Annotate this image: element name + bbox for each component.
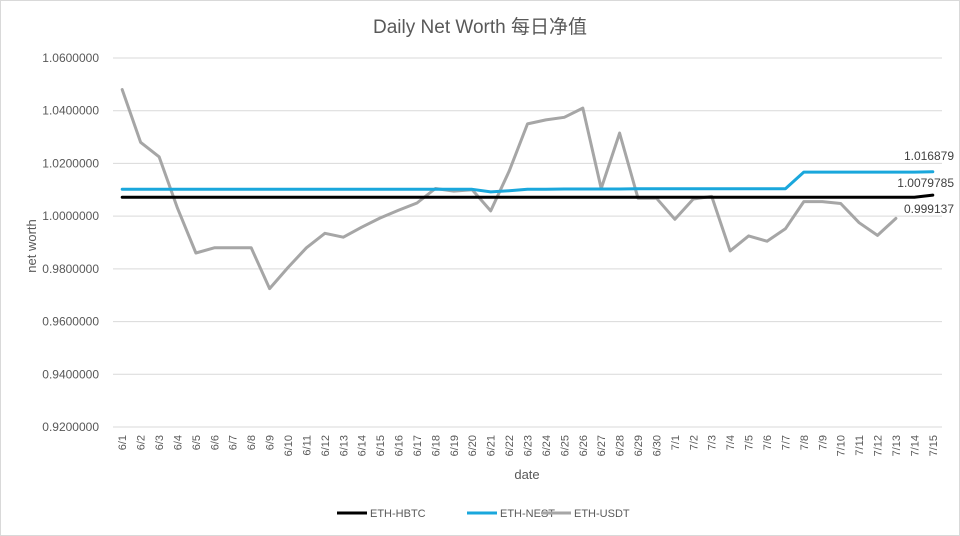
x-tick-label: 6/29 <box>633 435 645 456</box>
legend-label-eth-nest: ETH-NEST <box>500 508 555 520</box>
x-tick-label: 6/27 <box>596 435 608 456</box>
end-label-eth-usdt: 0.999137 <box>904 202 954 216</box>
x-tick-label: 6/15 <box>375 435 387 456</box>
y-tick-label: 1.0000000 <box>42 209 99 223</box>
x-tick-label: 7/13 <box>891 435 903 456</box>
series-lines <box>120 88 935 291</box>
x-tick-label: 7/1 <box>670 435 682 450</box>
x-tick-label: 6/23 <box>523 435 535 456</box>
y-tick-label: 0.9600000 <box>42 315 99 329</box>
x-tick-label: 6/16 <box>394 435 406 456</box>
x-tick-label: 6/4 <box>172 435 184 450</box>
x-axis-ticks: 6/1 6/2 6/3 6/4 6/5 6/6 6/7 6/8 6/9 6/10 6/11 6/12 6… <box>117 435 940 456</box>
x-tick-label: 6/11 <box>301 435 313 456</box>
y-tick-label: 1.0600000 <box>42 51 99 65</box>
x-tick-label: 6/12 <box>320 435 332 456</box>
x-tick-label: 6/17 <box>412 435 424 456</box>
y-tick-label: 1.0400000 <box>42 104 99 118</box>
x-tick-label: 7/14 <box>909 435 921 456</box>
x-tick-label: 6/8 <box>246 435 258 450</box>
x-tick-label: 7/6 <box>762 435 774 450</box>
x-tick-label: 6/30 <box>651 435 663 456</box>
x-tick-label: 6/7 <box>228 435 240 450</box>
x-tick-label: 6/1 <box>117 435 129 450</box>
x-tick-label: 6/25 <box>559 435 571 456</box>
x-tick-label: 6/5 <box>191 435 203 450</box>
x-tick-label: 6/3 <box>154 435 166 450</box>
series-line-eth-hbtc <box>120 193 935 199</box>
x-tick-label: 6/20 <box>467 435 479 456</box>
end-label-eth-nest: 1.016879 <box>904 149 954 163</box>
x-axis-title: date <box>514 467 539 482</box>
x-tick-label: 6/19 <box>449 435 461 456</box>
x-tick-label: 7/5 <box>744 435 756 450</box>
x-tick-label: 7/15 <box>928 435 940 456</box>
x-tick-label: 6/10 <box>283 435 295 456</box>
x-tick-label: 7/4 <box>725 435 737 450</box>
x-tick-label: 6/6 <box>209 435 221 450</box>
x-tick-label: 6/14 <box>357 435 369 456</box>
y-axis-ticks: 0.9200000 0.9400000 0.9600000 0.9800000 1.00… <box>42 51 99 434</box>
end-value-labels: 1.016879 1.0079785 0.999137 <box>897 149 954 216</box>
x-tick-label: 7/7 <box>780 435 792 450</box>
y-axis-title: net worth <box>24 219 39 272</box>
y-tick-label: 0.9800000 <box>42 262 99 276</box>
x-tick-label: 6/28 <box>615 435 627 456</box>
chart-title: Daily Net Worth 每日净值 <box>373 16 587 38</box>
series-line-eth-usdt <box>120 88 898 291</box>
x-tick-label: 6/26 <box>578 435 590 456</box>
x-tick-label: 7/2 <box>688 435 700 450</box>
x-tick-label: 6/18 <box>430 435 442 456</box>
x-tick-label: 7/10 <box>836 435 848 456</box>
x-tick-label: 7/9 <box>817 435 829 450</box>
x-tick-label: 7/11 <box>854 435 866 456</box>
x-tick-label: 6/22 <box>504 435 516 456</box>
series-line-eth-nest <box>120 170 935 194</box>
y-tick-label: 0.9400000 <box>42 367 99 381</box>
x-tick-label: 6/13 <box>338 435 350 456</box>
x-tick-label: 6/24 <box>541 435 553 456</box>
x-tick-label: 7/3 <box>707 435 719 450</box>
gridlines <box>113 57 942 428</box>
x-tick-label: 7/12 <box>873 435 885 456</box>
legend-label-eth-usdt: ETH-USDT <box>574 508 630 520</box>
x-tick-label: 6/2 <box>136 435 148 450</box>
legend: ETH-HBTC ETH-NEST ETH-USDT <box>337 508 630 520</box>
legend-label-eth-hbtc: ETH-HBTC <box>370 508 426 520</box>
end-label-eth-hbtc: 1.0079785 <box>897 176 954 190</box>
y-tick-label: 1.0200000 <box>42 156 99 170</box>
y-tick-label: 0.9200000 <box>42 420 99 434</box>
x-tick-label: 7/8 <box>799 435 811 450</box>
x-tick-label: 6/9 <box>265 435 277 450</box>
x-tick-label: 6/21 <box>486 435 498 456</box>
